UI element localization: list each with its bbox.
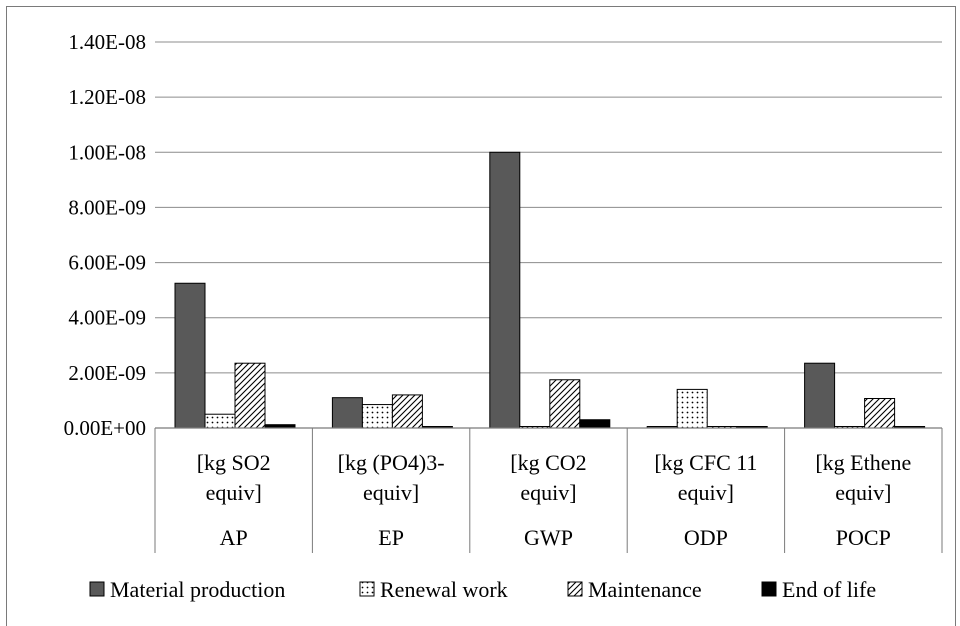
bar-material-production [804, 362, 836, 429]
category-unit-line2: equiv] [206, 480, 262, 505]
y-tick-label: 8.00E-09 [68, 195, 146, 219]
y-tick-label: 6.00E-09 [68, 251, 146, 275]
category-name: ODP [684, 525, 728, 550]
legend-label: Material production [110, 577, 285, 602]
legend: Material production Renewal work Maintenan… [89, 577, 876, 602]
category-unit-line1: [kg CFC 11 [654, 450, 757, 475]
category-name: POCP [836, 525, 891, 550]
legend-label: End of life [782, 577, 876, 602]
y-axis: 0.00E+00 2.00E-09 4.00E-09 6.00E-09 8.00E-09… [64, 30, 146, 440]
y-tick-label: 1.40E-08 [68, 30, 146, 54]
category-name: GWP [524, 525, 573, 550]
x-axis: [kg SO2 equiv] AP [kg (PO4)3- equiv] EP [kg CO… [154, 427, 943, 553]
bar-maintenance [391, 394, 423, 429]
bar-maintenance [549, 379, 581, 429]
legend-swatch [89, 581, 105, 597]
category-name: EP [378, 525, 404, 550]
category-unit-line1: [kg (PO4)3- [338, 450, 445, 475]
y-tick-label: 2.00E-09 [68, 361, 146, 385]
category-unit-line1: [kg SO2 [197, 450, 271, 475]
bar-maintenance [234, 362, 266, 429]
bar-maintenance [864, 397, 896, 429]
legend-swatch [567, 581, 583, 597]
y-tick-label: 1.00E-08 [68, 140, 146, 164]
y-tick-label: 4.00E-09 [68, 306, 146, 330]
chart-frame [6, 6, 956, 626]
bar-material-production [489, 151, 521, 429]
bar-end-of-life [579, 419, 611, 429]
category-unit-line2: equiv] [363, 480, 419, 505]
category-unit-line2: equiv] [835, 480, 891, 505]
category-unit-line1: [kg Ethene [815, 450, 911, 475]
bar-renewal-work [676, 388, 708, 429]
bars [174, 151, 926, 429]
category-name: AP [220, 525, 248, 550]
legend-swatch [359, 581, 375, 597]
y-tick-label: 0.00E+00 [64, 416, 146, 440]
legend-label: Renewal work [380, 577, 508, 602]
category-unit-line1: [kg CO2 [510, 450, 586, 475]
category-unit-line2: equiv] [678, 480, 734, 505]
bar-renewal-work [361, 404, 393, 429]
y-tick-label: 1.20E-08 [68, 85, 146, 109]
bar-material-production [174, 282, 206, 429]
legend-swatch [761, 581, 777, 597]
bar-renewal-work [204, 413, 236, 429]
legend-label: Maintenance [588, 577, 702, 602]
category-unit-line2: equiv] [520, 480, 576, 505]
bar-material-production [331, 397, 363, 429]
gridlines [155, 41, 942, 374]
